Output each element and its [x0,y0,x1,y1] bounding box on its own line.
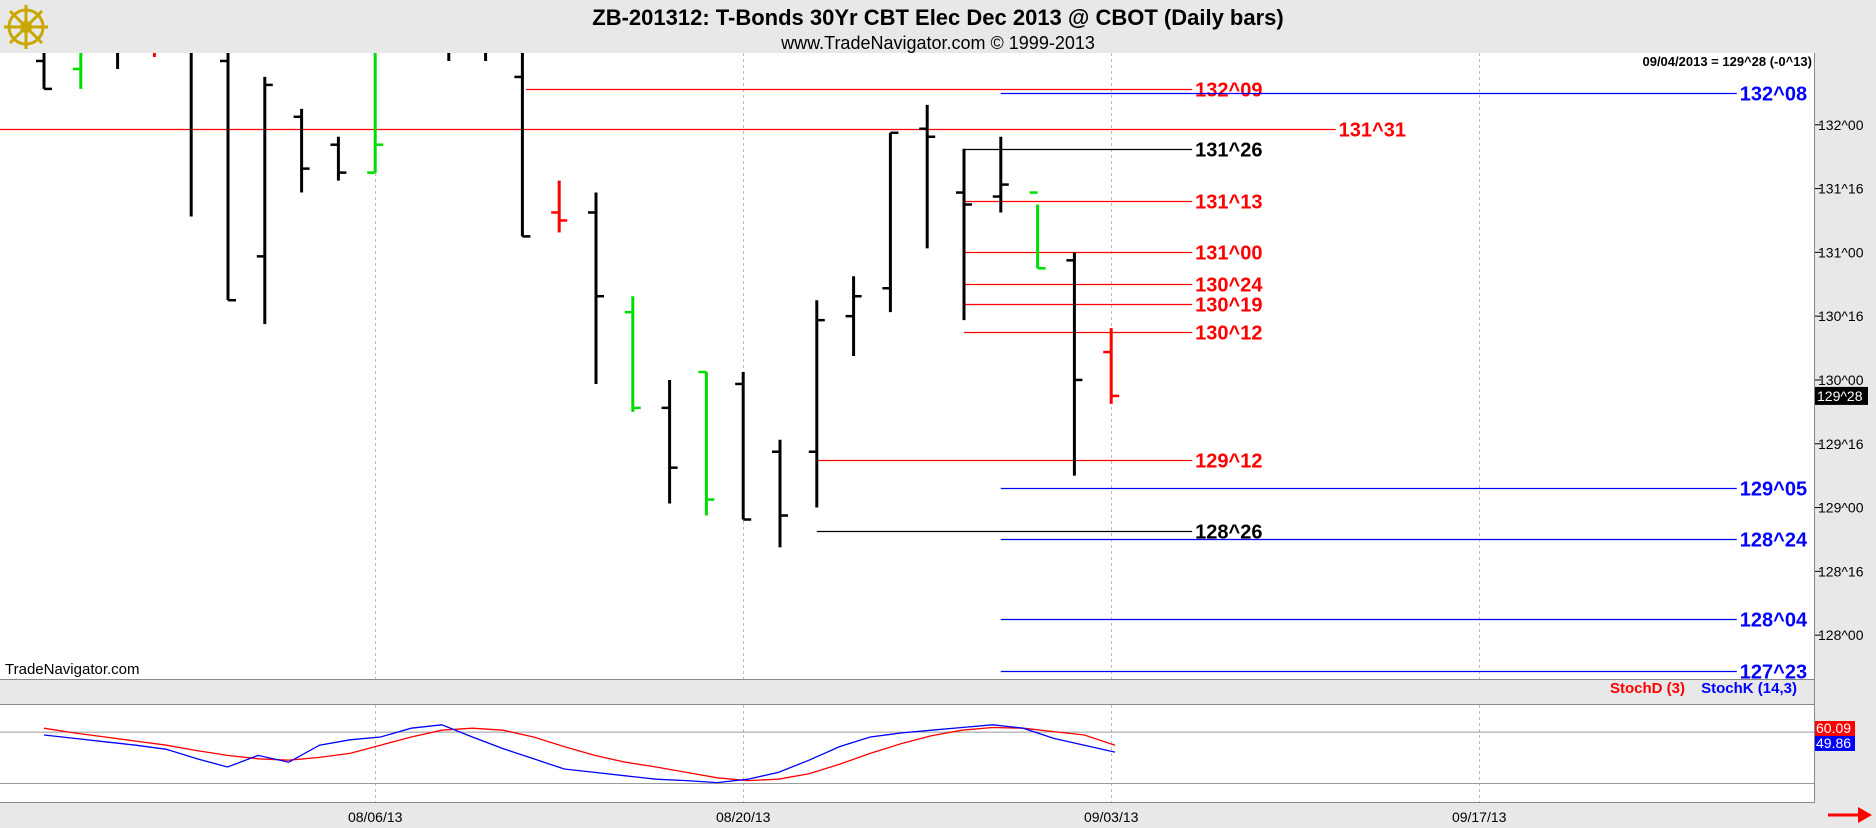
indicator-header-bar [0,680,1815,704]
price-tick-label: 131^00 [1818,244,1864,260]
date-tick-label: 08/06/13 [348,809,403,825]
level-label: 130^24 [1195,275,1263,297]
stochd-legend: StochD (3) [1610,680,1685,697]
price-tick-label: 130^16 [1818,308,1864,324]
date-axis: 08/06/13 08/20/13 09/03/13 09/17/13 [348,809,1507,825]
chart-subtitle: www.TradeNavigator.com © 1999-2013 [780,33,1095,53]
price-tick-label: 131^16 [1818,181,1864,197]
watermark: TradeNavigator.com [5,661,140,678]
right-axis-panel [1815,53,1876,828]
level-label: 128^04 [1740,610,1808,632]
ohlc-bars [36,53,1120,548]
stochk-last-marker [1815,736,1855,751]
level-label: 129^05 [1740,479,1807,501]
stochd-last-marker [1815,721,1855,736]
stoch-series-line [43,724,1116,784]
level-label: 131^26 [1195,140,1262,162]
stochd-last-label: 60.09 [1816,720,1851,736]
level-lines: 132^09131^31131^26131^13131^00130^24130^… [0,80,1808,684]
stochk-legend: StochK (14,3) [1701,680,1797,697]
price-tick-label: 129^00 [1818,500,1864,516]
stochk-last-label: 49.86 [1816,735,1851,751]
level-label: 131^13 [1195,192,1262,214]
price-tick-label: 128^00 [1818,627,1864,643]
stoch-series-line [43,726,1116,782]
level-label: 129^12 [1195,451,1262,473]
level-label: 127^23 [1740,662,1807,684]
bottom-axis-panel [0,802,1876,828]
level-label: 131^00 [1195,243,1262,265]
price-tick-label: 132^00 [1818,117,1864,133]
level-label: 131^31 [1339,120,1406,142]
level-label: 128^24 [1740,530,1808,552]
level-label: 128^26 [1195,522,1262,544]
date-tick-label: 09/03/13 [1084,809,1139,825]
price-tick-label: 130^00 [1818,372,1864,388]
right-arrow-icon[interactable] [1828,807,1872,823]
price-axis: 132^00 131^16 131^00 130^16 130^00 129^16 129^… [1815,117,1868,643]
level-label: 132^08 [1740,84,1807,106]
last-price-label: 129^28 [1817,388,1863,404]
level-label: 130^19 [1195,295,1262,317]
level-label: 130^12 [1195,323,1262,345]
title-bar [0,0,1876,53]
ship-wheel-logo-icon [4,5,48,49]
date-tick-label: 08/20/13 [716,809,771,825]
last-price-info: 09/04/2013 = 129^28 (-0^13) [1642,54,1812,69]
price-tick-label: 128^16 [1818,563,1864,579]
last-price-marker [1815,386,1868,405]
date-tick-label: 09/17/13 [1452,809,1507,825]
chart-title: ZB-201312: T-Bonds 30Yr CBT Elec Dec 201… [592,5,1283,30]
price-tick-label: 129^16 [1818,436,1864,452]
level-label: 132^09 [1195,80,1262,102]
